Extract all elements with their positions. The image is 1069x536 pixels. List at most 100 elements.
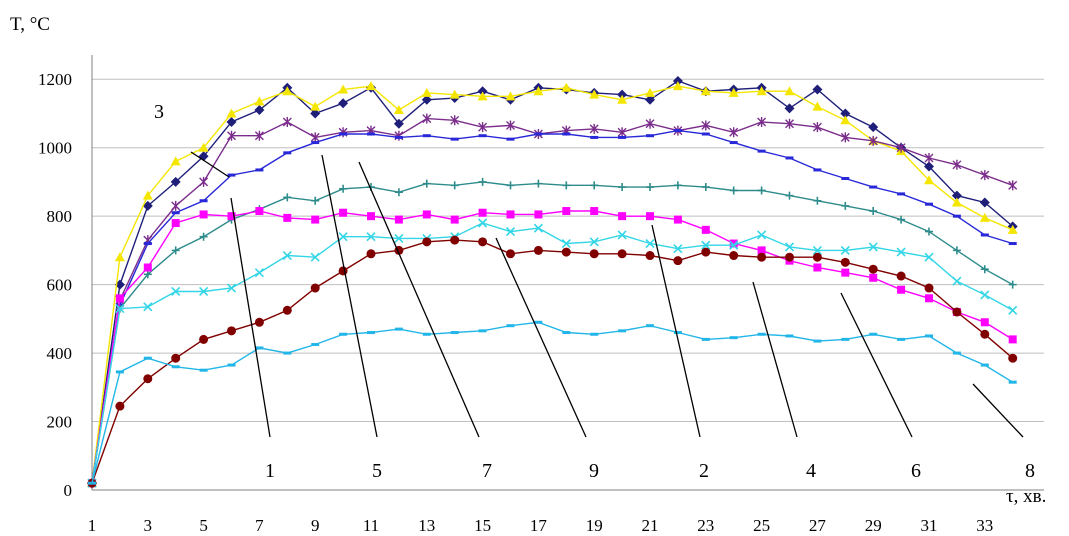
data-point-5 bbox=[171, 200, 181, 211]
data-point-6 bbox=[561, 247, 571, 257]
data-point-4 bbox=[924, 252, 934, 262]
data-point-3 bbox=[198, 142, 209, 152]
data-point-4 bbox=[757, 230, 767, 240]
data-point-6 bbox=[533, 245, 543, 255]
x-tick-label: 31 bbox=[921, 516, 938, 535]
data-point-9 bbox=[534, 179, 543, 188]
x-tick-label: 1 bbox=[88, 516, 97, 535]
data-point-7 bbox=[339, 132, 348, 136]
callout-line-3 bbox=[190, 151, 230, 178]
data-point-2 bbox=[590, 207, 599, 216]
x-tick-label: 9 bbox=[311, 516, 320, 535]
data-point-1 bbox=[142, 200, 153, 211]
data-point-2 bbox=[534, 210, 543, 219]
data-point-4 bbox=[812, 245, 822, 255]
data-point-8 bbox=[394, 327, 403, 331]
data-point-8 bbox=[841, 337, 850, 341]
data-point-7 bbox=[255, 168, 264, 172]
x-tick-label: 17 bbox=[530, 516, 548, 535]
data-point-6 bbox=[617, 249, 627, 259]
data-point-6 bbox=[478, 237, 488, 247]
data-point-8 bbox=[673, 331, 682, 335]
data-point-7 bbox=[450, 137, 459, 141]
callout-line-1 bbox=[230, 197, 271, 438]
data-point-6 bbox=[729, 251, 739, 261]
axes bbox=[91, 55, 1044, 491]
series-line-6 bbox=[91, 239, 1014, 484]
data-point-9 bbox=[450, 181, 459, 190]
callout-label-4: 4 bbox=[806, 460, 816, 482]
data-point-9 bbox=[785, 191, 794, 200]
data-point-8 bbox=[506, 324, 515, 328]
data-point-6 bbox=[868, 264, 878, 274]
data-point-8 bbox=[115, 370, 124, 374]
callout-label-8: 8 bbox=[1025, 460, 1035, 482]
data-point-1 bbox=[226, 117, 237, 128]
series-group bbox=[87, 75, 1018, 489]
data-point-7 bbox=[757, 149, 766, 153]
data-point-2 bbox=[646, 212, 654, 221]
data-point-1 bbox=[254, 105, 265, 116]
data-point-5 bbox=[282, 117, 292, 128]
data-point-6 bbox=[673, 256, 683, 266]
data-point-8 bbox=[311, 343, 320, 347]
data-point-4 bbox=[171, 286, 181, 297]
data-point-3 bbox=[589, 89, 600, 99]
data-point-2 bbox=[757, 246, 766, 255]
data-point-5 bbox=[896, 142, 906, 153]
data-point-6 bbox=[254, 317, 264, 327]
callout-line-6 bbox=[840, 292, 913, 438]
data-point-3 bbox=[812, 101, 823, 111]
data-point-4 bbox=[645, 238, 655, 249]
data-point-3 bbox=[533, 86, 544, 96]
data-point-8 bbox=[199, 368, 208, 372]
callout-label-1: 1 bbox=[265, 460, 275, 482]
data-point-9 bbox=[952, 246, 961, 255]
data-point-8 bbox=[785, 334, 794, 338]
data-point-3 bbox=[561, 82, 572, 92]
data-point-9 bbox=[897, 215, 906, 224]
data-point-8 bbox=[255, 346, 264, 350]
data-point-7 bbox=[311, 141, 320, 145]
y-tick-label: 1000 bbox=[38, 139, 72, 158]
data-point-5 bbox=[645, 118, 655, 129]
data-point-7 bbox=[534, 132, 543, 136]
callouts: 3 1 5 7 9 2 4 6 8 bbox=[154, 101, 1035, 482]
data-point-1 bbox=[477, 86, 488, 97]
y-tick-label: 0 bbox=[64, 481, 73, 500]
series-5 bbox=[87, 113, 1018, 489]
data-point-8 bbox=[367, 331, 375, 335]
data-point-6 bbox=[980, 329, 990, 339]
data-point-3 bbox=[477, 91, 488, 101]
data-point-7 bbox=[813, 168, 822, 172]
data-point-3 bbox=[338, 84, 349, 94]
data-point-4 bbox=[673, 244, 683, 254]
data-point-4 bbox=[199, 286, 209, 297]
data-point-8 bbox=[534, 320, 543, 324]
data-point-1 bbox=[784, 103, 795, 114]
y-tick-label: 600 bbox=[47, 276, 73, 295]
data-point-2 bbox=[422, 210, 431, 219]
y-tick-label: 1200 bbox=[38, 70, 72, 89]
data-point-1 bbox=[338, 98, 349, 109]
data-point-4 bbox=[952, 276, 962, 286]
data-point-4 bbox=[896, 247, 906, 257]
data-point-8 bbox=[757, 332, 766, 336]
data-point-8 bbox=[813, 339, 822, 343]
data-point-6 bbox=[422, 237, 432, 247]
data-point-1 bbox=[617, 89, 628, 100]
data-point-8 bbox=[283, 351, 292, 355]
data-point-7 bbox=[869, 185, 878, 189]
data-point-1 bbox=[672, 75, 683, 86]
x-tick-label: 27 bbox=[809, 516, 827, 535]
y-tick-label: 400 bbox=[47, 344, 73, 363]
x-tick-label: 25 bbox=[753, 516, 770, 535]
data-point-6 bbox=[896, 271, 906, 281]
data-point-2 bbox=[367, 212, 375, 221]
data-point-5 bbox=[506, 120, 515, 131]
data-point-4 bbox=[980, 290, 990, 300]
data-point-7 bbox=[897, 192, 906, 196]
data-point-7 bbox=[785, 156, 794, 160]
data-point-9 bbox=[701, 183, 710, 192]
data-point-9 bbox=[813, 196, 822, 205]
